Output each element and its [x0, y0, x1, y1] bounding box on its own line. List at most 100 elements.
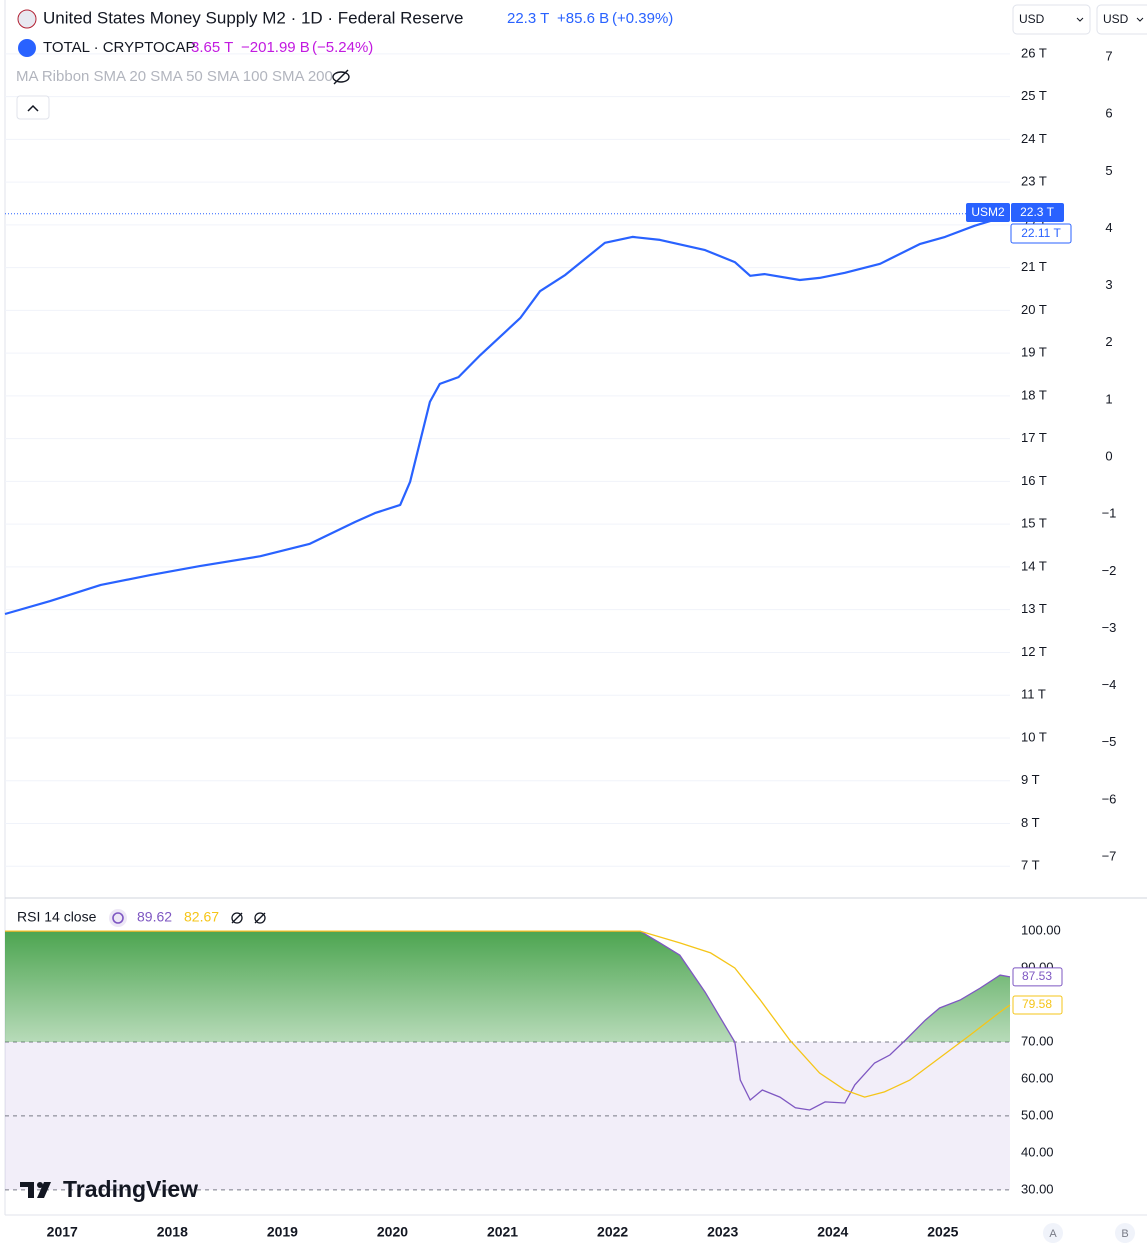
- na-icon: [231, 912, 243, 924]
- collapse-button[interactable]: [16, 95, 50, 120]
- value-tag-label: 87.53: [1022, 969, 1052, 983]
- y2-tick-label: 1: [1105, 391, 1112, 406]
- hide-icon[interactable]: [332, 69, 350, 85]
- x-tick-label: 2021: [487, 1224, 518, 1240]
- currency-button[interactable]: USD: [1096, 4, 1147, 35]
- y-tick-label: 26 T: [1021, 45, 1047, 60]
- y2-tick-label: −3: [1102, 620, 1117, 635]
- y-tick-label: 40.00: [1021, 1144, 1054, 1159]
- y-tick-label: 19 T: [1021, 345, 1047, 360]
- y2-tick-label: 5: [1105, 163, 1112, 178]
- y2-tick-label: 4: [1105, 220, 1112, 235]
- y-tick-label: 10 T: [1021, 729, 1047, 744]
- rsi-pane: 100.0090.0070.0060.0050.0040.0030.002017…: [5, 922, 1063, 1240]
- y2-tick-label: 7: [1105, 49, 1112, 64]
- currency-label: USD: [1019, 12, 1045, 26]
- settings-icon[interactable]: [109, 909, 127, 927]
- x-tick-label: 2019: [267, 1224, 298, 1240]
- price-label: 22.3 T: [1020, 205, 1054, 219]
- y2-tick-label: −5: [1102, 734, 1117, 749]
- y-tick-label: 9 T: [1021, 772, 1040, 787]
- x-tick-label: 2025: [927, 1224, 958, 1240]
- y-tick-label: 23 T: [1021, 174, 1047, 189]
- y-tick-label: 70.00: [1021, 1033, 1054, 1048]
- crypto-change: −201.99 B: [241, 39, 310, 56]
- main-pane: 26 T25 T24 T23 T22 T21 T20 T19 T18 T17 T…: [4, 45, 1117, 873]
- x-tick-label: 2017: [47, 1224, 78, 1240]
- value-tag-label: 79.58: [1022, 997, 1052, 1011]
- y2-tick-label: −6: [1102, 791, 1117, 806]
- flag-icon: [17, 9, 37, 29]
- y2-tick-label: 3: [1105, 277, 1112, 292]
- main-title: United States Money Supply M2 · 1D · Fed…: [43, 8, 463, 27]
- y-tick-label: 7 T: [1021, 858, 1040, 873]
- x-tick-label: 2024: [817, 1224, 848, 1240]
- change: +85.6 B: [557, 10, 609, 27]
- y-tick-label: 18 T: [1021, 387, 1047, 402]
- y-tick-label: 21 T: [1021, 259, 1047, 274]
- y-tick-label: 11 T: [1021, 687, 1046, 702]
- scale-label: A: [1049, 1228, 1057, 1240]
- y2-tick-label: 6: [1105, 106, 1112, 121]
- y2-tick-label: 2: [1105, 334, 1112, 349]
- x-tick-label: 2020: [377, 1224, 408, 1240]
- y-tick-label: 12 T: [1021, 644, 1047, 659]
- x-tick-label: 2022: [597, 1224, 628, 1240]
- y-tick-label: 13 T: [1021, 601, 1047, 616]
- price-labels: USM2 22.3 T 22.11 T: [966, 203, 1072, 244]
- value-tag: [1012, 995, 1063, 1015]
- crypto-value: 3.65 T: [191, 39, 233, 56]
- value-tag: [1012, 967, 1063, 987]
- y2-tick-label: −4: [1102, 677, 1117, 692]
- crypto-title: TOTAL · CRYPTOCAP: [43, 39, 196, 56]
- y-tick-label: 8 T: [1021, 815, 1040, 830]
- indicator-name: MA Ribbon SMA 20 SMA 50 SMA 100 SMA 200: [16, 68, 333, 85]
- y-tick-label: 50.00: [1021, 1107, 1054, 1122]
- x-tick-label: 2018: [157, 1224, 188, 1240]
- rsi-value: 89.62: [137, 909, 172, 925]
- rsi-ma-value: 82.67: [184, 909, 219, 925]
- y-tick-label: 16 T: [1021, 473, 1047, 488]
- y-tick-label: 15 T: [1021, 516, 1047, 531]
- y-tick-label: 25 T: [1021, 88, 1047, 103]
- change-pct: (+0.39%): [612, 10, 673, 27]
- series-tag: [966, 203, 1010, 222]
- brand-logo: TradingView: [20, 1176, 198, 1202]
- price-tag: [1011, 203, 1064, 222]
- y-tick-label: 20 T: [1021, 302, 1047, 317]
- overbought-fill: [5, 931, 1010, 1042]
- y2-tick-label: 0: [1105, 449, 1112, 464]
- currency-label: USD: [1103, 12, 1129, 26]
- rsi-line: [5, 930, 1011, 1111]
- scale-button[interactable]: A: [1043, 1223, 1063, 1243]
- y-tick-label: 14 T: [1021, 558, 1047, 573]
- x-tick-label: 2023: [707, 1224, 738, 1240]
- y2-tick-label: −2: [1102, 563, 1117, 578]
- rsi-legend: RSI 14 close 89.62 82.67: [17, 909, 266, 927]
- series-line: [4, 212, 1009, 616]
- crypto-icon: [18, 39, 36, 57]
- scale-button[interactable]: B: [1115, 1223, 1135, 1243]
- series-name-label: USM2: [971, 205, 1005, 219]
- y2-tick-label: −1: [1102, 506, 1117, 521]
- na-icon: [254, 912, 266, 924]
- rsi-line: [5, 930, 1011, 1098]
- y-tick-label: 30.00: [1021, 1181, 1054, 1196]
- y-tick-label: 60.00: [1021, 1070, 1054, 1085]
- crypto-change-pct: (−5.24%): [312, 39, 373, 56]
- y-tick-label: 100.00: [1021, 922, 1061, 937]
- last-value: 22.3 T: [507, 10, 549, 27]
- brand: TradingView: [63, 1176, 198, 1202]
- price-label: 22.11 T: [1021, 226, 1061, 240]
- y-tick-label: 17 T: [1021, 430, 1047, 445]
- scale-label: B: [1121, 1228, 1128, 1240]
- price-tag-outline: [1010, 223, 1072, 244]
- legend: United States Money Supply M2 · 1D · Fed…: [16, 8, 673, 120]
- rsi-band: [5, 1041, 1010, 1190]
- currency-button[interactable]: USD: [1012, 4, 1091, 35]
- y2-tick-label: −7: [1102, 848, 1117, 863]
- y-tick-label: 24 T: [1021, 131, 1047, 146]
- rsi-title: RSI 14 close: [17, 909, 97, 925]
